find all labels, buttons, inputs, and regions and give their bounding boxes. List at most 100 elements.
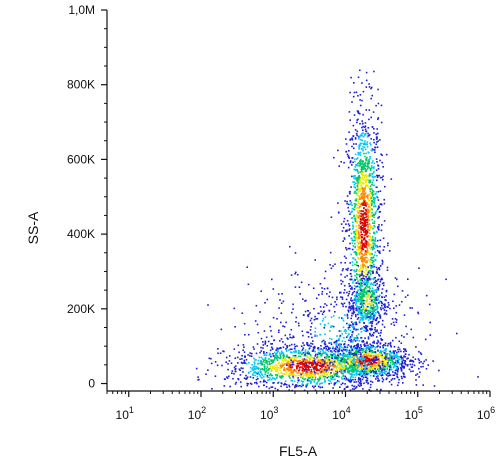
- data-point: [346, 322, 348, 325]
- data-point: [210, 357, 212, 360]
- data-point: [382, 284, 385, 287]
- data-point: [307, 336, 310, 338]
- data-point: [402, 382, 404, 384]
- data-point: [254, 367, 256, 370]
- data-point: [255, 304, 258, 307]
- data-point: [327, 371, 330, 374]
- data-point: [341, 317, 343, 319]
- data-point: [383, 352, 386, 354]
- data-point: [366, 174, 368, 177]
- data-point: [354, 153, 357, 156]
- data-point: [346, 353, 349, 356]
- data-point: [364, 126, 366, 128]
- data-point: [349, 309, 352, 311]
- data-point: [369, 364, 371, 367]
- data-point: [324, 376, 327, 378]
- data-point: [310, 333, 312, 335]
- data-point: [369, 215, 371, 217]
- data-point: [345, 268, 348, 271]
- data-point: [367, 359, 370, 361]
- data-point: [295, 384, 297, 386]
- data-point: [243, 351, 246, 353]
- data-point: [340, 279, 342, 282]
- data-point: [403, 314, 406, 316]
- data-point: [370, 256, 373, 259]
- data-point: [363, 317, 365, 319]
- data-point: [315, 369, 318, 372]
- data-point: [327, 358, 329, 361]
- data-point: [324, 373, 327, 376]
- data-point: [323, 327, 326, 329]
- data-point: [345, 330, 347, 332]
- data-point: [352, 245, 355, 247]
- data-point: [416, 373, 419, 375]
- data-point: [359, 351, 361, 354]
- data-point: [377, 164, 379, 166]
- data-point: [372, 227, 374, 230]
- data-point: [319, 352, 321, 354]
- data-point: [277, 388, 279, 391]
- data-point: [356, 351, 359, 354]
- data-point: [356, 357, 359, 359]
- data-point: [277, 367, 280, 369]
- data-point: [371, 287, 374, 290]
- data-point: [371, 310, 373, 312]
- data-point: [325, 347, 327, 350]
- data-point: [324, 303, 326, 305]
- data-point: [348, 150, 350, 152]
- data-point: [368, 118, 370, 121]
- data-point: [381, 371, 384, 374]
- data-point: [365, 71, 368, 74]
- data-point: [330, 369, 332, 371]
- data-point: [310, 369, 313, 371]
- data-point: [379, 365, 381, 367]
- data-point: [355, 235, 357, 238]
- data-point: [369, 252, 371, 254]
- data-point: [392, 363, 394, 365]
- data-point: [344, 359, 347, 362]
- data-point: [376, 146, 379, 148]
- data-point: [292, 363, 295, 366]
- data-point: [376, 329, 378, 331]
- data-point: [357, 289, 359, 292]
- data-point: [369, 297, 371, 300]
- data-point: [253, 363, 256, 365]
- data-point: [361, 355, 363, 357]
- data-point: [352, 181, 354, 183]
- data-point: [371, 307, 373, 310]
- data-point: [358, 321, 361, 324]
- data-point: [351, 335, 353, 338]
- data-point: [338, 165, 340, 167]
- data-point: [340, 370, 342, 373]
- data-point: [355, 293, 358, 295]
- data-point: [358, 196, 361, 198]
- data-point: [369, 181, 371, 183]
- data-point: [338, 348, 341, 351]
- data-point: [357, 257, 360, 260]
- data-point: [362, 263, 364, 265]
- data-point: [322, 311, 325, 313]
- data-point: [371, 200, 373, 202]
- data-point: [372, 190, 375, 193]
- data-point: [367, 319, 370, 321]
- data-point: [364, 370, 367, 373]
- data-point: [349, 160, 352, 162]
- data-point: [270, 378, 273, 381]
- data-point: [314, 315, 316, 318]
- data-point: [374, 346, 377, 349]
- data-point: [358, 377, 360, 379]
- data-point: [361, 295, 364, 298]
- data-point: [366, 278, 368, 280]
- data-point: [288, 356, 291, 359]
- data-point: [384, 185, 386, 188]
- data-point: [277, 331, 280, 334]
- data-point: [272, 353, 274, 355]
- data-point: [328, 365, 331, 367]
- data-point: [364, 155, 366, 158]
- data-point: [358, 340, 361, 342]
- data-point: [349, 262, 351, 264]
- data-point: [360, 265, 363, 267]
- data-point: [307, 361, 310, 364]
- data-point: [347, 355, 349, 358]
- data-point: [372, 345, 374, 347]
